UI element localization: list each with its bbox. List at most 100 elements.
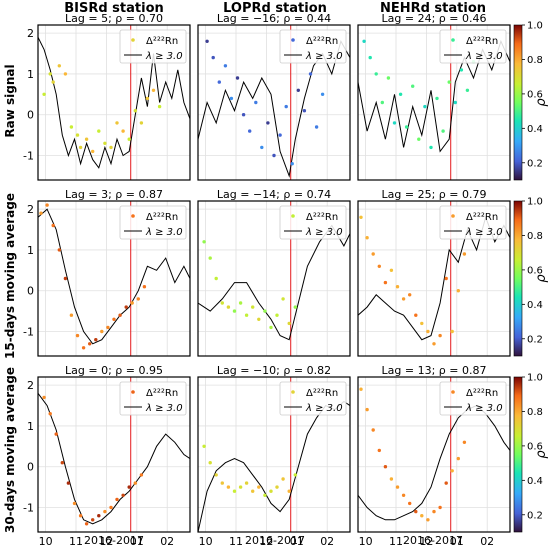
panel-title: Lag = 24; ρ = 0.46 bbox=[382, 12, 487, 25]
rn-data-point bbox=[411, 84, 415, 88]
panel-r1-c2: Lag = 25; ρ = 0.79 Δ²²²Rn λ ≥ 3.0 bbox=[357, 188, 511, 357]
panel-r1-c1: Lag = −14; ρ = 0.74 Δ²²²Rn λ ≥ 3.0 bbox=[197, 188, 351, 357]
rn-data-point bbox=[115, 121, 119, 125]
rn-data-point bbox=[226, 485, 231, 489]
legend-label-lambda: λ ≥ 3.0 bbox=[465, 227, 503, 238]
legend-marker-rn bbox=[291, 214, 295, 218]
colorbar-label: ρ bbox=[534, 274, 549, 283]
rn-data-point bbox=[275, 485, 279, 489]
rn-data-point bbox=[48, 72, 52, 76]
panel-title: Lag = 5; ρ = 0.70 bbox=[65, 12, 163, 25]
rn-data-point bbox=[232, 309, 237, 313]
rn-data-point bbox=[109, 145, 113, 150]
rn-data-point bbox=[359, 215, 363, 219]
rn-data-point bbox=[63, 276, 68, 281]
rn-data-point bbox=[217, 80, 221, 84]
colorbars: 1.0 0.8 0.6 0.4 0.2 ρ 1.0 0.8 0.6 0.4 0.2 ρ 1.0 0.8 0.… bbox=[513, 21, 549, 533]
x-tick-label: 12 bbox=[419, 535, 433, 547]
rn-data-point bbox=[456, 289, 460, 293]
panel-plot-area bbox=[38, 377, 190, 532]
rn-data-point bbox=[275, 313, 279, 317]
rn-data-point bbox=[459, 68, 464, 72]
rn-data-point bbox=[398, 92, 403, 97]
rn-data-point bbox=[136, 297, 140, 301]
colorbar-tick-label: 0.2 bbox=[527, 510, 543, 521]
legend-marker-rn bbox=[131, 214, 135, 218]
rn-data-point bbox=[429, 145, 433, 150]
rn-data-point bbox=[444, 481, 448, 485]
rn-data-point bbox=[362, 39, 366, 43]
rn-data-point bbox=[220, 481, 224, 485]
rn-data-point bbox=[441, 129, 445, 133]
row-title-30d: 30-days moving average bbox=[3, 367, 17, 533]
panel-title: Lag = −10; ρ = 0.82 bbox=[217, 364, 331, 377]
legend-label-lambda: λ ≥ 3.0 bbox=[305, 51, 343, 62]
y-tick-label: 1 bbox=[27, 420, 34, 433]
legend-label-rn: Δ²²²Rn bbox=[146, 212, 178, 223]
y-tick-label: -1 bbox=[23, 326, 34, 339]
y-tick-label: 1 bbox=[27, 244, 34, 257]
rn-data-point bbox=[269, 489, 273, 493]
rn-data-point bbox=[130, 301, 134, 305]
x-tick-label: 02 bbox=[320, 535, 334, 547]
rn-data-point bbox=[287, 489, 291, 493]
legend: Δ²²²Rn λ ≥ 3.0 bbox=[439, 381, 507, 416]
rn-data-point bbox=[238, 485, 243, 489]
colorbar-tick-label: 0.8 bbox=[527, 55, 543, 66]
rn-data-point bbox=[254, 100, 258, 105]
legend: Δ²²²Rn λ ≥ 3.0 bbox=[119, 29, 187, 64]
legend: Δ²²²Rn λ ≥ 3.0 bbox=[279, 205, 347, 240]
rn-data-point bbox=[281, 297, 285, 301]
rn-data-point bbox=[142, 285, 147, 289]
row-titles: Raw signal 15-days moving average 30-day… bbox=[3, 64, 17, 533]
x-tick-label: 02 bbox=[480, 535, 494, 547]
colorbar-tick-label: 0.2 bbox=[527, 334, 543, 345]
rn-data-point bbox=[72, 501, 77, 506]
rn-data-point bbox=[426, 518, 430, 522]
legend-label-lambda: λ ≥ 3.0 bbox=[145, 403, 183, 414]
panel-plot-area bbox=[38, 25, 190, 180]
rn-data-point bbox=[84, 522, 89, 526]
y-tick-label: 2 bbox=[27, 203, 34, 216]
rn-data-point bbox=[389, 268, 394, 272]
legend-label-lambda: λ ≥ 3.0 bbox=[465, 51, 503, 62]
rn-data-point bbox=[260, 145, 264, 150]
rn-data-point bbox=[60, 461, 64, 465]
rn-data-point bbox=[290, 162, 294, 166]
rn-data-point bbox=[66, 481, 71, 485]
rn-data-point bbox=[127, 137, 131, 141]
rn-data-point bbox=[420, 321, 424, 326]
legend-label-rn: Δ²²²Rn bbox=[306, 388, 338, 399]
rn-data-point bbox=[456, 456, 460, 461]
legend-marker-rn bbox=[291, 390, 295, 394]
panel-frame bbox=[197, 200, 351, 357]
colorbar-tick-label: 0.4 bbox=[527, 124, 543, 135]
rn-data-point bbox=[450, 469, 454, 473]
colorbar-gradient bbox=[513, 200, 523, 357]
rn-data-point bbox=[269, 325, 273, 330]
colorbar-tick-label: 0.8 bbox=[527, 231, 543, 242]
colorbar-gradient bbox=[513, 376, 523, 533]
rn-data-point bbox=[438, 505, 442, 510]
panel-frame bbox=[357, 376, 511, 533]
rn-data-point bbox=[386, 76, 391, 80]
legend: Δ²²²Rn λ ≥ 3.0 bbox=[439, 29, 507, 64]
rn-data-point bbox=[248, 129, 252, 133]
panel-r0-c2: Lag = 24; ρ = 0.46 Δ²²²Rn λ ≥ 3.0 bbox=[357, 12, 511, 181]
colorbar-tick-label: 0.6 bbox=[527, 89, 543, 100]
rn-data-point bbox=[42, 395, 46, 400]
legend-label-rn: Δ²²²Rn bbox=[466, 212, 498, 223]
rn-data-point bbox=[229, 96, 234, 101]
y-tick-label: 0 bbox=[27, 461, 34, 474]
colorbar-gradient bbox=[513, 24, 523, 181]
rn-data-point bbox=[57, 64, 61, 68]
rn-data-point bbox=[435, 96, 439, 101]
rn-data-point bbox=[208, 461, 212, 465]
colorbar-tick-label: 0.4 bbox=[527, 300, 543, 311]
colorbar-row-0: 1.0 0.8 0.6 0.4 0.2 ρ bbox=[513, 21, 549, 181]
rn-data-point bbox=[272, 153, 276, 158]
panel-frame bbox=[197, 24, 351, 181]
rn-data-point bbox=[314, 125, 319, 129]
rn-data-point bbox=[432, 509, 436, 514]
row-title-15d: 15-days moving average bbox=[3, 193, 17, 359]
